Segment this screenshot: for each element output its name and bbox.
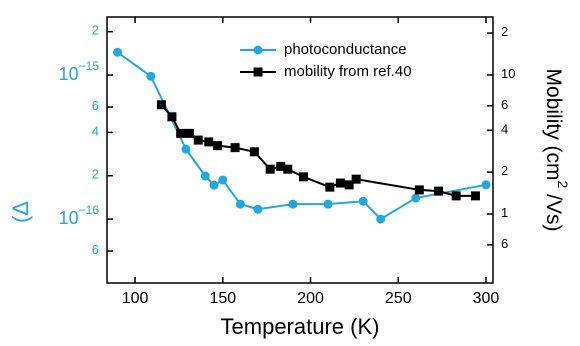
tick-label-base: 4 <box>92 124 99 139</box>
x-tick-label: 250 <box>385 290 412 307</box>
tick-label-base: 2 <box>501 25 508 40</box>
point <box>218 175 228 185</box>
y2-tick-label: 10 <box>501 66 515 81</box>
y2-label-end: /Vs) <box>542 188 565 231</box>
point <box>204 137 214 147</box>
point <box>283 164 293 174</box>
point <box>325 182 335 192</box>
legend-marker <box>253 45 263 55</box>
y-tick-label: 6 <box>92 242 99 257</box>
tick-label-base: 10 <box>59 208 79 228</box>
point <box>265 164 275 174</box>
y-tick-label: 4 <box>92 124 99 139</box>
tick-label-base: 2 <box>501 164 508 179</box>
legend-marker <box>253 67 263 77</box>
point <box>351 174 361 184</box>
y2-label-text: Mobility (cm <box>542 69 565 181</box>
point <box>184 128 194 138</box>
point <box>167 112 177 122</box>
point <box>253 204 263 214</box>
point <box>113 47 123 57</box>
point <box>451 191 461 201</box>
x-axis-label: Temperature (K) <box>221 314 380 339</box>
point <box>276 161 286 171</box>
tick-label-base: 6 <box>501 236 508 251</box>
point <box>358 196 368 206</box>
point <box>299 172 309 182</box>
plot-frame <box>106 16 494 284</box>
tick-label-base: 2 <box>92 167 99 182</box>
point <box>470 191 480 201</box>
y2-tick-label: 1 <box>501 205 508 220</box>
y2-axis-label: Mobility (cm2 /Vs) <box>542 69 571 232</box>
point <box>414 185 424 195</box>
point <box>200 171 210 181</box>
x-tick-label: 200 <box>297 290 324 307</box>
point <box>146 71 156 81</box>
x-tick-label: 100 <box>122 290 149 307</box>
point <box>193 135 203 145</box>
y2-tick-label: 6 <box>501 97 508 112</box>
x-tick-label: 300 <box>473 290 500 307</box>
point <box>481 180 491 190</box>
point <box>288 199 298 209</box>
point <box>249 147 259 157</box>
point <box>411 193 421 203</box>
y2-tick-label: 2 <box>501 25 508 40</box>
y-axis-label: (Δ <box>8 201 33 223</box>
point <box>181 144 191 154</box>
point <box>156 100 166 110</box>
tick-label-base: 4 <box>501 122 508 137</box>
legend-label: photoconductance <box>284 41 407 58</box>
point <box>344 180 354 190</box>
tick-label-base: 10 <box>501 66 515 81</box>
point <box>213 141 223 151</box>
x-tick-label: 150 <box>209 290 236 307</box>
y-tick-label: 2 <box>92 23 99 38</box>
y2-tick-label: 4 <box>501 122 508 137</box>
y-tick-label: 2 <box>92 167 99 182</box>
tick-label-exponent: −16 <box>79 203 100 217</box>
point <box>323 199 333 209</box>
tick-label-base: 10 <box>59 64 79 84</box>
point <box>235 199 245 209</box>
tick-label-base: 2 <box>92 23 99 38</box>
y-tick-label: 6 <box>92 98 99 113</box>
point <box>230 143 240 153</box>
tick-label-base: 1 <box>501 205 508 220</box>
point <box>176 128 186 138</box>
series-line <box>160 104 476 197</box>
y-tick-label: 10−15 <box>59 59 100 84</box>
legend-label: mobility from ref.40 <box>284 63 412 80</box>
tick-label-base: 6 <box>92 242 99 257</box>
tick-label-exponent: −15 <box>79 59 100 73</box>
point <box>376 214 386 224</box>
y2-tick-label: 6 <box>501 236 508 251</box>
point <box>209 180 219 190</box>
tick-label-base: 6 <box>501 97 508 112</box>
y2-tick-label: 2 <box>501 164 508 179</box>
y-tick-label: 10−16 <box>59 203 100 228</box>
point <box>335 178 345 188</box>
y2-label-sup: 2 <box>555 181 571 189</box>
tick-label-base: 6 <box>92 98 99 113</box>
point <box>434 186 444 196</box>
